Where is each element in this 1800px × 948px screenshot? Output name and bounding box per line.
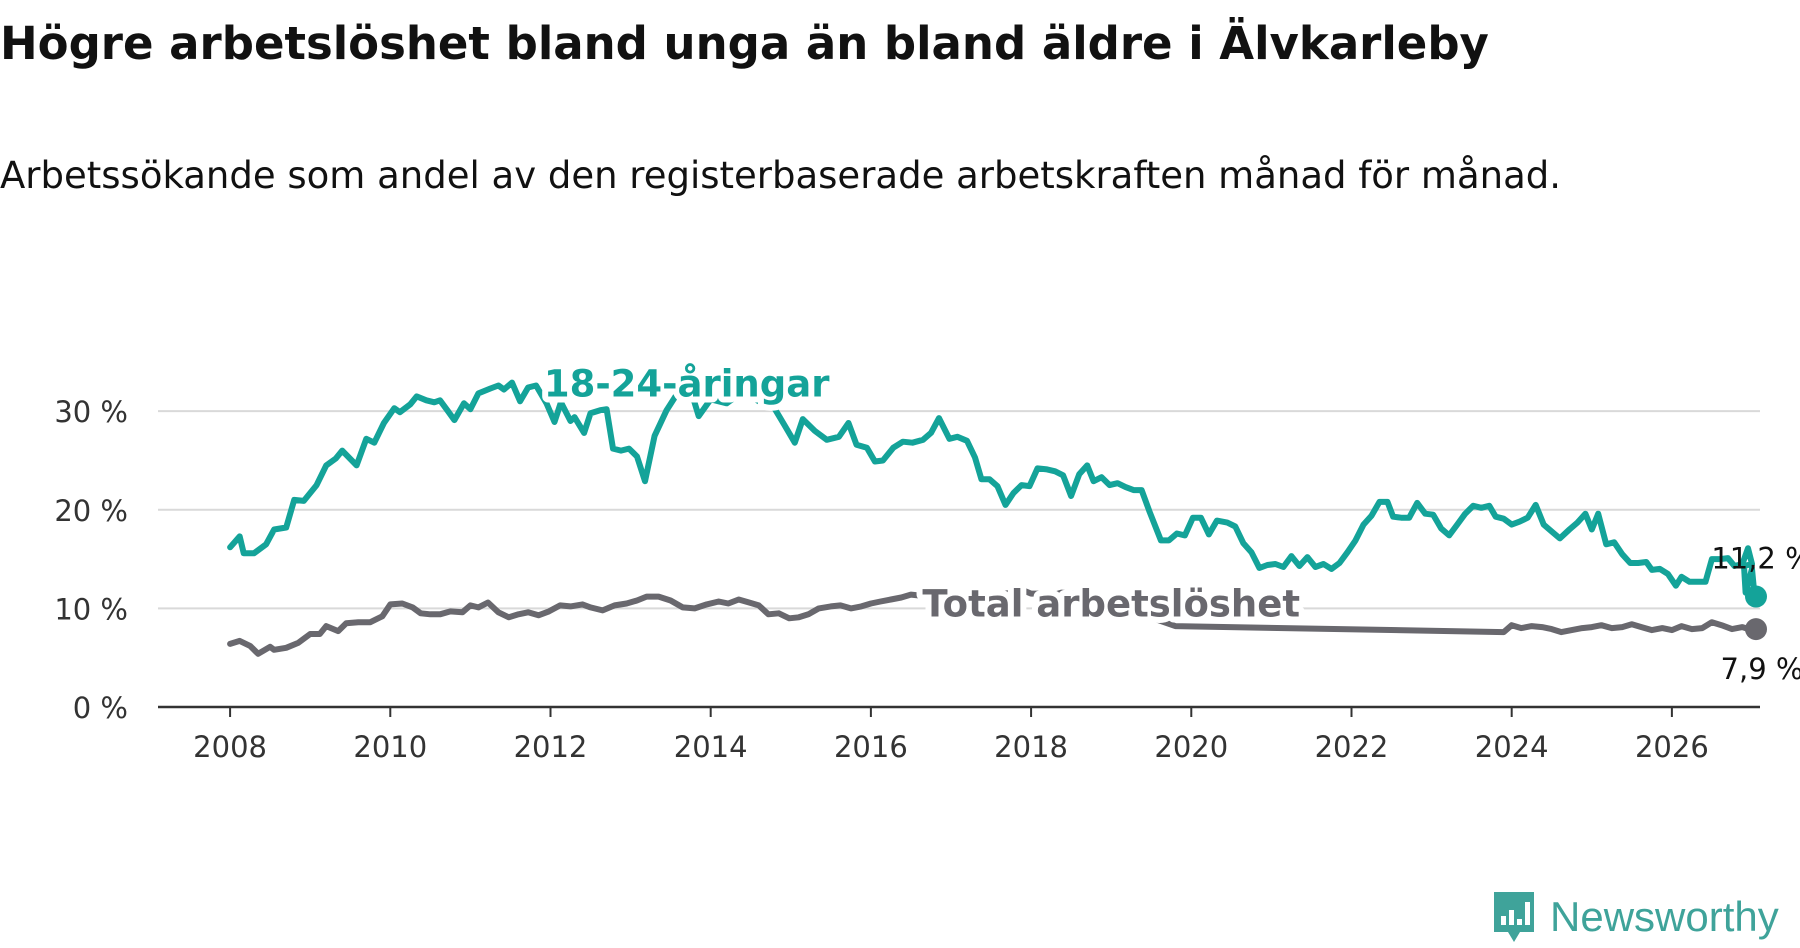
brand-name: Newsworthy — [1550, 893, 1779, 940]
y-axis-labels: 0 % 10 % 20 % 30 % — [54, 395, 128, 725]
annotation-halo: Total arbetslöshet — [922, 582, 1300, 625]
series-lines — [227, 373, 1767, 657]
x-tick-label: 2010 — [353, 730, 427, 764]
x-tick-label: 2024 — [1475, 730, 1549, 764]
y-tick-label: 30 % — [54, 395, 128, 429]
x-tick-label: 2016 — [834, 730, 908, 764]
x-tick-label: 2008 — [193, 730, 267, 764]
subtitle: Arbetssökande som andel av den registerb… — [0, 154, 1561, 197]
y-tick-label: 0 % — [73, 691, 128, 725]
annotation-halo: 18-24-åringar — [544, 362, 830, 405]
x-axis: 2008 2010 2012 2014 2016 2018 2020 2022 2024 2026 — [158, 705, 1760, 764]
x-tick-label: 2020 — [1154, 730, 1228, 764]
series-annotation: Total arbetslöshet — [922, 582, 1300, 625]
series-end-point — [1744, 618, 1767, 641]
gridlines — [158, 410, 1760, 610]
y-tick-label: 20 % — [54, 494, 128, 528]
series-line-total — [227, 586, 1759, 657]
series-end-label: 11,2 % — [1711, 542, 1800, 576]
annotations: 11,2 %7,9 %18-24-åringar18-24-åringarTot… — [538, 356, 1800, 686]
series-annotation: 18-24-åringar — [544, 362, 830, 405]
x-tick-label: 2012 — [514, 730, 588, 764]
series-line-youth — [227, 373, 1759, 600]
x-tick-label: 2022 — [1315, 730, 1389, 764]
series-end-point — [1744, 585, 1767, 608]
brand: Newsworthy — [1490, 888, 1779, 946]
y-tick-label: 10 % — [54, 592, 128, 626]
x-tick-label: 2014 — [674, 730, 748, 764]
newsworthy-logo-icon — [1494, 892, 1534, 942]
series-end-label: 7,9 % — [1721, 652, 1800, 686]
page-title: Högre arbetslöshet bland unga än bland ä… — [0, 17, 1489, 70]
x-tick-label: 2026 — [1635, 730, 1709, 764]
x-tick-label: 2018 — [994, 730, 1068, 764]
